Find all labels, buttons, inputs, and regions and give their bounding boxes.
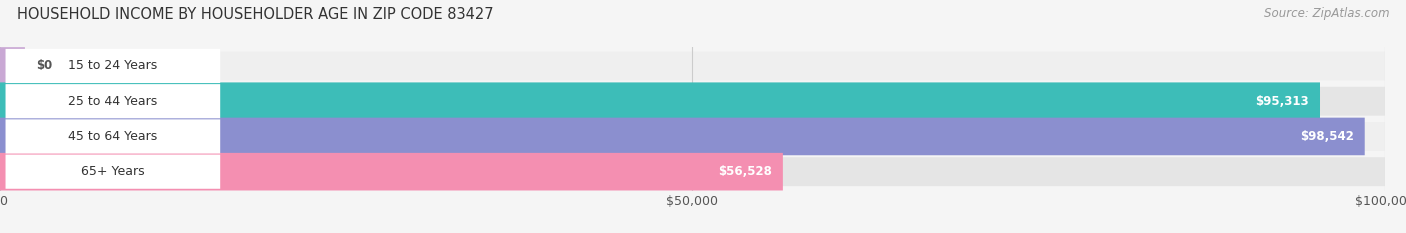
FancyBboxPatch shape: [6, 119, 221, 154]
Text: 45 to 64 Years: 45 to 64 Years: [69, 130, 157, 143]
FancyBboxPatch shape: [0, 47, 25, 85]
Text: $0: $0: [37, 59, 52, 72]
Text: $95,313: $95,313: [1256, 95, 1309, 108]
Text: $56,528: $56,528: [718, 165, 772, 178]
Text: Source: ZipAtlas.com: Source: ZipAtlas.com: [1264, 7, 1389, 20]
Text: 15 to 24 Years: 15 to 24 Years: [69, 59, 157, 72]
FancyBboxPatch shape: [6, 154, 221, 189]
FancyBboxPatch shape: [6, 49, 221, 83]
Text: $98,542: $98,542: [1299, 130, 1354, 143]
Text: HOUSEHOLD INCOME BY HOUSEHOLDER AGE IN ZIP CODE 83427: HOUSEHOLD INCOME BY HOUSEHOLDER AGE IN Z…: [17, 7, 494, 22]
FancyBboxPatch shape: [6, 84, 221, 118]
FancyBboxPatch shape: [0, 87, 1385, 116]
FancyBboxPatch shape: [0, 157, 1385, 186]
Text: 65+ Years: 65+ Years: [82, 165, 145, 178]
FancyBboxPatch shape: [0, 122, 1385, 151]
FancyBboxPatch shape: [0, 51, 1385, 80]
FancyBboxPatch shape: [0, 153, 783, 191]
FancyBboxPatch shape: [0, 118, 1365, 155]
FancyBboxPatch shape: [0, 82, 1320, 120]
Text: 25 to 44 Years: 25 to 44 Years: [69, 95, 157, 108]
